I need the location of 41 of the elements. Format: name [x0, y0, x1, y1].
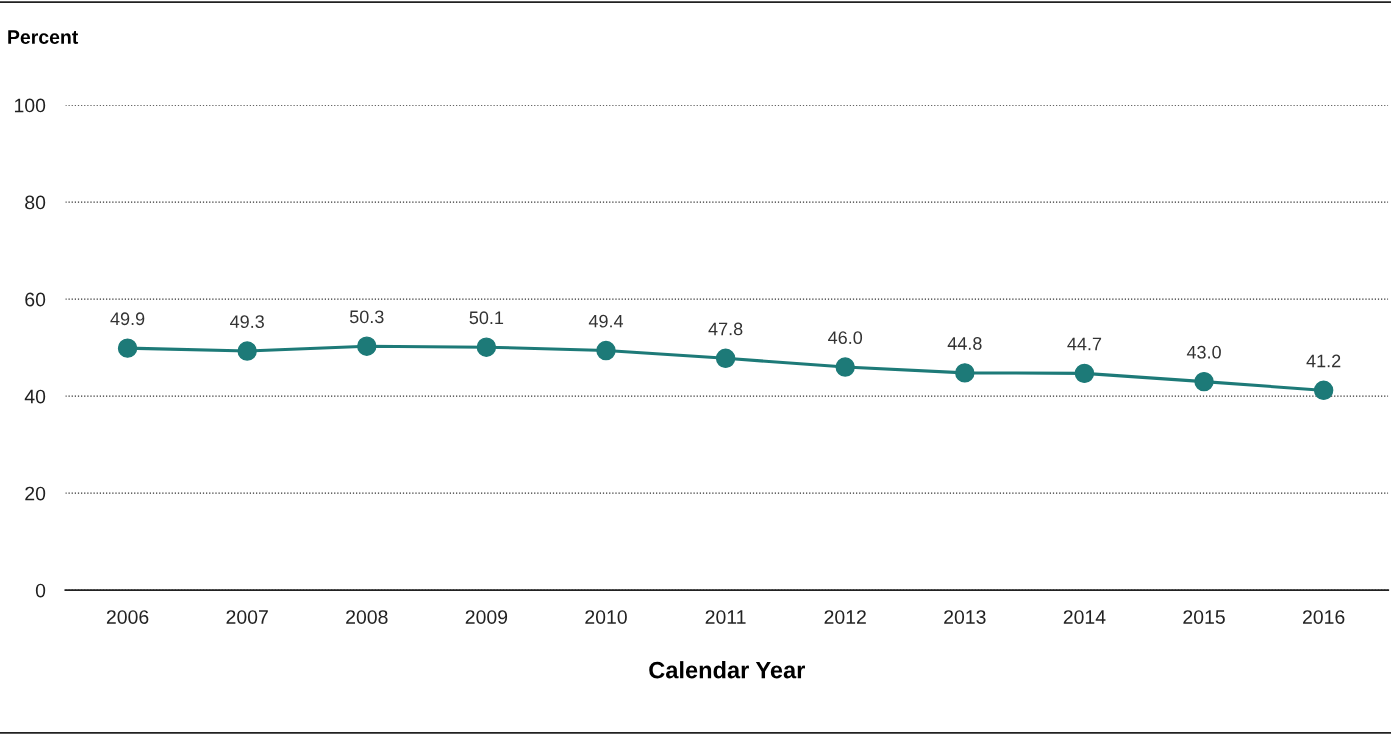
data-label: 49.4	[588, 314, 624, 328]
point	[237, 341, 257, 361]
data-label: 49.3	[230, 315, 264, 329]
point	[715, 348, 736, 369]
point	[1194, 371, 1214, 392]
x-tick-label: 2008	[346, 610, 388, 624]
x-tick-label: 2015	[1183, 610, 1225, 624]
x-axis-title: Calendar Year	[649, 661, 805, 679]
data-label: 47.8	[708, 322, 743, 336]
y-tick-label: 40	[24, 389, 46, 404]
x-tick-label: 2010	[585, 610, 627, 624]
y-tick-label: 0	[35, 583, 46, 598]
x-tick-label: 2014	[1063, 610, 1106, 624]
x-tick-label: 2007	[226, 610, 268, 624]
y-tick-label: 80	[25, 195, 46, 210]
data-label: 44.7	[1067, 337, 1102, 351]
point	[1074, 363, 1095, 384]
data-label: 50.1	[469, 311, 504, 325]
y-tick-label: 60	[25, 292, 46, 307]
data-label: 49.9	[110, 312, 145, 326]
x-tick-label: 2009	[465, 610, 508, 624]
x-tick-label: 2016	[1302, 610, 1345, 624]
data-label: 41.2	[1306, 354, 1341, 368]
point	[596, 340, 616, 361]
x-tick-label: 2011	[705, 610, 746, 624]
point	[476, 337, 497, 357]
data-label: 43.0	[1186, 345, 1221, 359]
point	[117, 338, 138, 358]
data-label: 44.8	[947, 337, 982, 350]
x-tick-label: 2006	[106, 610, 149, 624]
y-tick-label: 100	[14, 98, 46, 113]
x-tick-label: 2012	[824, 610, 866, 624]
data-label: 46.0	[828, 331, 863, 345]
point	[835, 357, 855, 377]
data-label: 50.3	[349, 310, 384, 324]
point	[955, 363, 975, 383]
x-tick-label: 2013	[944, 610, 986, 624]
y-axis-title: Percent	[8, 30, 79, 44]
point	[1313, 380, 1334, 401]
y-tick-label: 20	[25, 486, 46, 501]
point	[357, 336, 377, 356]
